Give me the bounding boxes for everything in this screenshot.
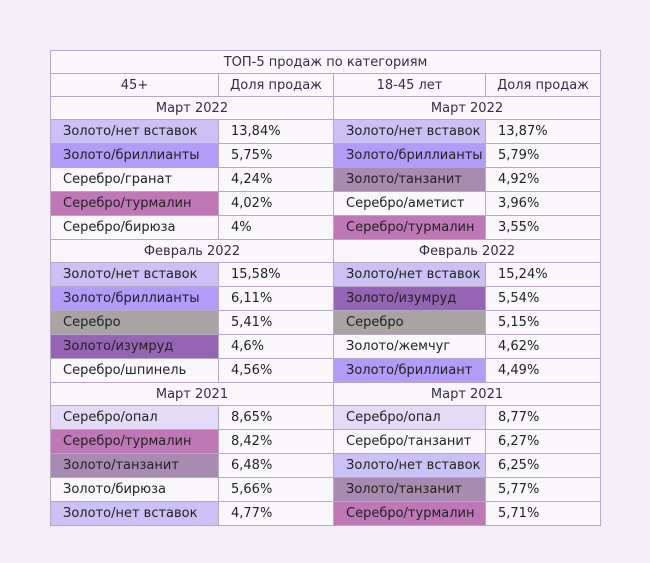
share-right: 8,77% (484, 405, 602, 430)
share-left: 6,11% (218, 286, 334, 311)
share-left: 4% (218, 215, 334, 240)
category-left: Золото/нет вставок (50, 119, 219, 144)
category-left: Золото/бирюза (50, 477, 219, 502)
period-left: Февраль 2022 (50, 239, 334, 263)
share-left: 13,84% (218, 119, 334, 144)
share-left: 6,48% (218, 453, 334, 478)
table-title: ТОП-5 продаж по категориям (49, 50, 602, 74)
category-right: Золото/нет вставок (333, 453, 486, 478)
category-right: Золото/нет вставок (333, 262, 486, 287)
header-left-group: 45+ (50, 73, 219, 97)
table-row: Золото/бриллианты 6,11% Золото/изумруд 5,54… (50, 286, 602, 311)
category-left: Серебро/опал (50, 405, 219, 430)
category-right: Золото/бриллиант (333, 358, 486, 383)
table-row: Золото/бирюза 5,66% Золото/танзанит 5,77% (50, 477, 602, 502)
share-left: 4,6% (218, 334, 334, 359)
header-right-group: 18-45 лет (333, 73, 486, 97)
table-row: Золото/изумруд 4,6% Золото/жемчуг 4,62% (50, 334, 602, 359)
period-row: Март 2022 Март 2022 (50, 96, 602, 120)
share-left: 4,24% (218, 167, 334, 192)
table-row: Серебро/турмалин 8,42% Серебро/танзанит 6,2… (50, 429, 602, 454)
share-left: 4,56% (218, 358, 334, 383)
table-row: Серебро 5,41% Серебро 5,15% (50, 310, 602, 335)
period-left: Март 2021 (50, 382, 334, 406)
category-right: Серебро (333, 310, 486, 335)
table-row: Серебро/опал 8,65% Серебро/опал 8,77% (50, 405, 602, 430)
share-right: 4,62% (484, 334, 602, 359)
table-row: Золото/нет вставок 15,58% Золото/нет встав… (50, 262, 602, 287)
category-right: Золото/нет вставок (333, 119, 486, 144)
share-right: 15,24% (484, 262, 602, 287)
share-right: 4,49% (484, 358, 602, 383)
category-left: Серебро/турмалин (50, 429, 219, 454)
share-right: 6,25% (484, 453, 602, 478)
share-left: 4,02% (218, 191, 334, 216)
share-right: 6,27% (484, 429, 602, 454)
category-left: Серебро/турмалин (50, 191, 219, 216)
share-right: 5,79% (484, 143, 602, 168)
category-right: Золото/танзанит (333, 167, 486, 192)
table-row: Серебро/шпинель 4,56% Золото/бриллиант 4,49… (50, 358, 602, 383)
table-row: Золото/нет вставок 4,77% Серебро/турмалин 5… (50, 501, 602, 526)
category-left: Серебро/шпинель (50, 358, 219, 383)
share-left: 8,42% (218, 429, 334, 454)
category-left: Золото/танзанит (50, 453, 219, 478)
table-row: Серебро/гранат 4,24% Золото/танзанит 4,92% (50, 167, 602, 192)
share-left: 15,58% (218, 262, 334, 287)
share-left: 5,66% (218, 477, 334, 502)
period-right: Февраль 2022 (332, 239, 602, 263)
category-left: Золото/нет вставок (50, 262, 219, 287)
category-right: Серебро/турмалин (333, 215, 486, 240)
share-right: 13,87% (484, 119, 602, 144)
title-row: ТОП-5 продаж по категориям (49, 50, 602, 74)
category-left: Золото/бриллианты (50, 143, 219, 168)
category-left: Серебро/гранат (50, 167, 219, 192)
share-right: 4,92% (484, 167, 602, 192)
period-right: Март 2021 (332, 382, 602, 406)
share-right: 5,15% (484, 310, 602, 335)
share-left: 8,65% (218, 405, 334, 430)
sales-table: ТОП-5 продаж по категориям 45+ Доля прод… (49, 50, 602, 526)
sales-table-body: ТОП-5 продаж по категориям 45+ Доля прод… (49, 50, 602, 526)
table-row: Золото/бриллианты 5,75% Золото/бриллианты 5… (50, 143, 602, 168)
table-row: Золото/нет вставок 13,84% Золото/нет встав… (50, 119, 602, 144)
category-right: Серебро/танзанит (333, 429, 486, 454)
category-left: Золото/изумруд (50, 334, 219, 359)
category-right: Золото/изумруд (333, 286, 486, 311)
share-left: 4,77% (218, 501, 334, 526)
period-left: Март 2022 (50, 96, 334, 120)
share-left: 5,75% (218, 143, 334, 168)
category-left: Золото/нет вставок (50, 501, 219, 526)
category-left: Серебро/бирюза (50, 215, 219, 240)
column-header-row: 45+ Доля продаж 18-45 лет Доля продаж (50, 73, 602, 97)
header-left-share: Доля продаж (218, 73, 334, 97)
table-row: Серебро/бирюза 4% Серебро/турмалин 3,55% (50, 215, 602, 240)
category-left: Золото/бриллианты (50, 286, 219, 311)
table-row: Серебро/турмалин 4,02% Серебро/аметист 3,96… (50, 191, 602, 216)
category-right: Серебро/турмалин (333, 501, 486, 526)
category-right: Серебро/аметист (333, 191, 486, 216)
period-row: Февраль 2022 Февраль 2022 (50, 239, 602, 263)
category-right: Серебро/опал (333, 405, 486, 430)
share-right: 3,55% (484, 215, 602, 240)
share-left: 5,41% (218, 310, 334, 335)
category-right: Золото/жемчуг (333, 334, 486, 359)
category-right: Золото/бриллианты (333, 143, 486, 168)
share-right: 5,71% (484, 501, 602, 526)
category-right: Золото/танзанит (333, 477, 486, 502)
period-row: Март 2021 Март 2021 (50, 382, 602, 406)
category-left: Серебро (50, 310, 219, 335)
share-right: 5,77% (484, 477, 602, 502)
table-row: Золото/танзанит 6,48% Золото/нет вставок 6,… (50, 453, 602, 478)
share-right: 3,96% (484, 191, 602, 216)
header-right-share: Доля продаж (484, 73, 602, 97)
period-right: Март 2022 (332, 96, 602, 120)
share-right: 5,54% (484, 286, 602, 311)
